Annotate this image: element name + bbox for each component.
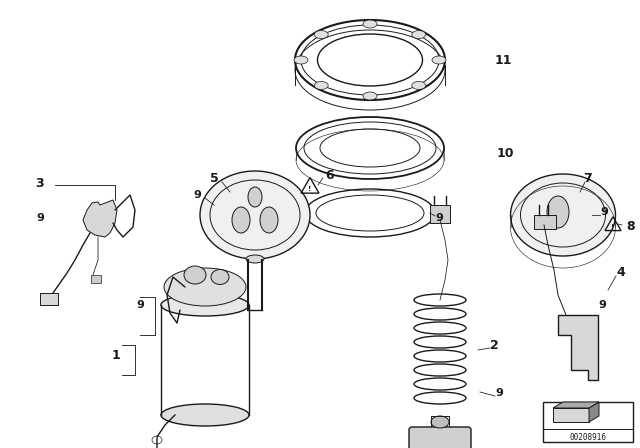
Text: !: ! [611,224,614,230]
Ellipse shape [431,416,449,428]
Text: 9: 9 [435,213,443,223]
Text: 9: 9 [193,190,201,200]
Text: 6: 6 [325,168,333,181]
Text: 3: 3 [36,177,44,190]
Ellipse shape [232,207,250,233]
Text: 8: 8 [626,220,635,233]
Ellipse shape [211,270,229,284]
Ellipse shape [314,30,328,39]
Text: 2: 2 [490,339,499,352]
Ellipse shape [164,268,246,306]
Ellipse shape [260,207,278,233]
Ellipse shape [246,255,264,263]
Text: 9: 9 [598,300,606,310]
Ellipse shape [161,404,249,426]
Text: 4: 4 [616,266,625,279]
FancyBboxPatch shape [409,427,471,448]
Text: 11: 11 [495,53,513,66]
Ellipse shape [511,174,616,256]
Ellipse shape [184,266,206,284]
Ellipse shape [363,92,377,100]
Ellipse shape [314,82,328,90]
Ellipse shape [412,82,426,90]
Text: 1: 1 [111,349,120,362]
Bar [40,293,58,305]
Ellipse shape [432,56,446,64]
Text: 9: 9 [495,388,503,398]
Ellipse shape [547,196,569,228]
Bar [430,205,450,223]
Text: 9: 9 [36,213,44,223]
Polygon shape [553,408,589,422]
Ellipse shape [412,30,426,39]
Ellipse shape [161,294,249,316]
Text: 10: 10 [497,146,515,159]
Polygon shape [558,315,598,380]
Ellipse shape [294,56,308,64]
Polygon shape [83,200,117,237]
Text: !: ! [308,186,312,192]
Text: 7: 7 [583,172,592,185]
Ellipse shape [248,187,262,207]
Text: 00208916: 00208916 [570,432,607,441]
Ellipse shape [200,171,310,259]
Ellipse shape [363,20,377,28]
Polygon shape [553,402,599,408]
Text: 5: 5 [210,172,218,185]
Text: 9: 9 [136,300,144,310]
Bar [91,275,101,283]
Polygon shape [589,402,599,422]
Bar [543,402,633,442]
Bar [534,215,556,229]
Text: 9: 9 [600,207,608,217]
